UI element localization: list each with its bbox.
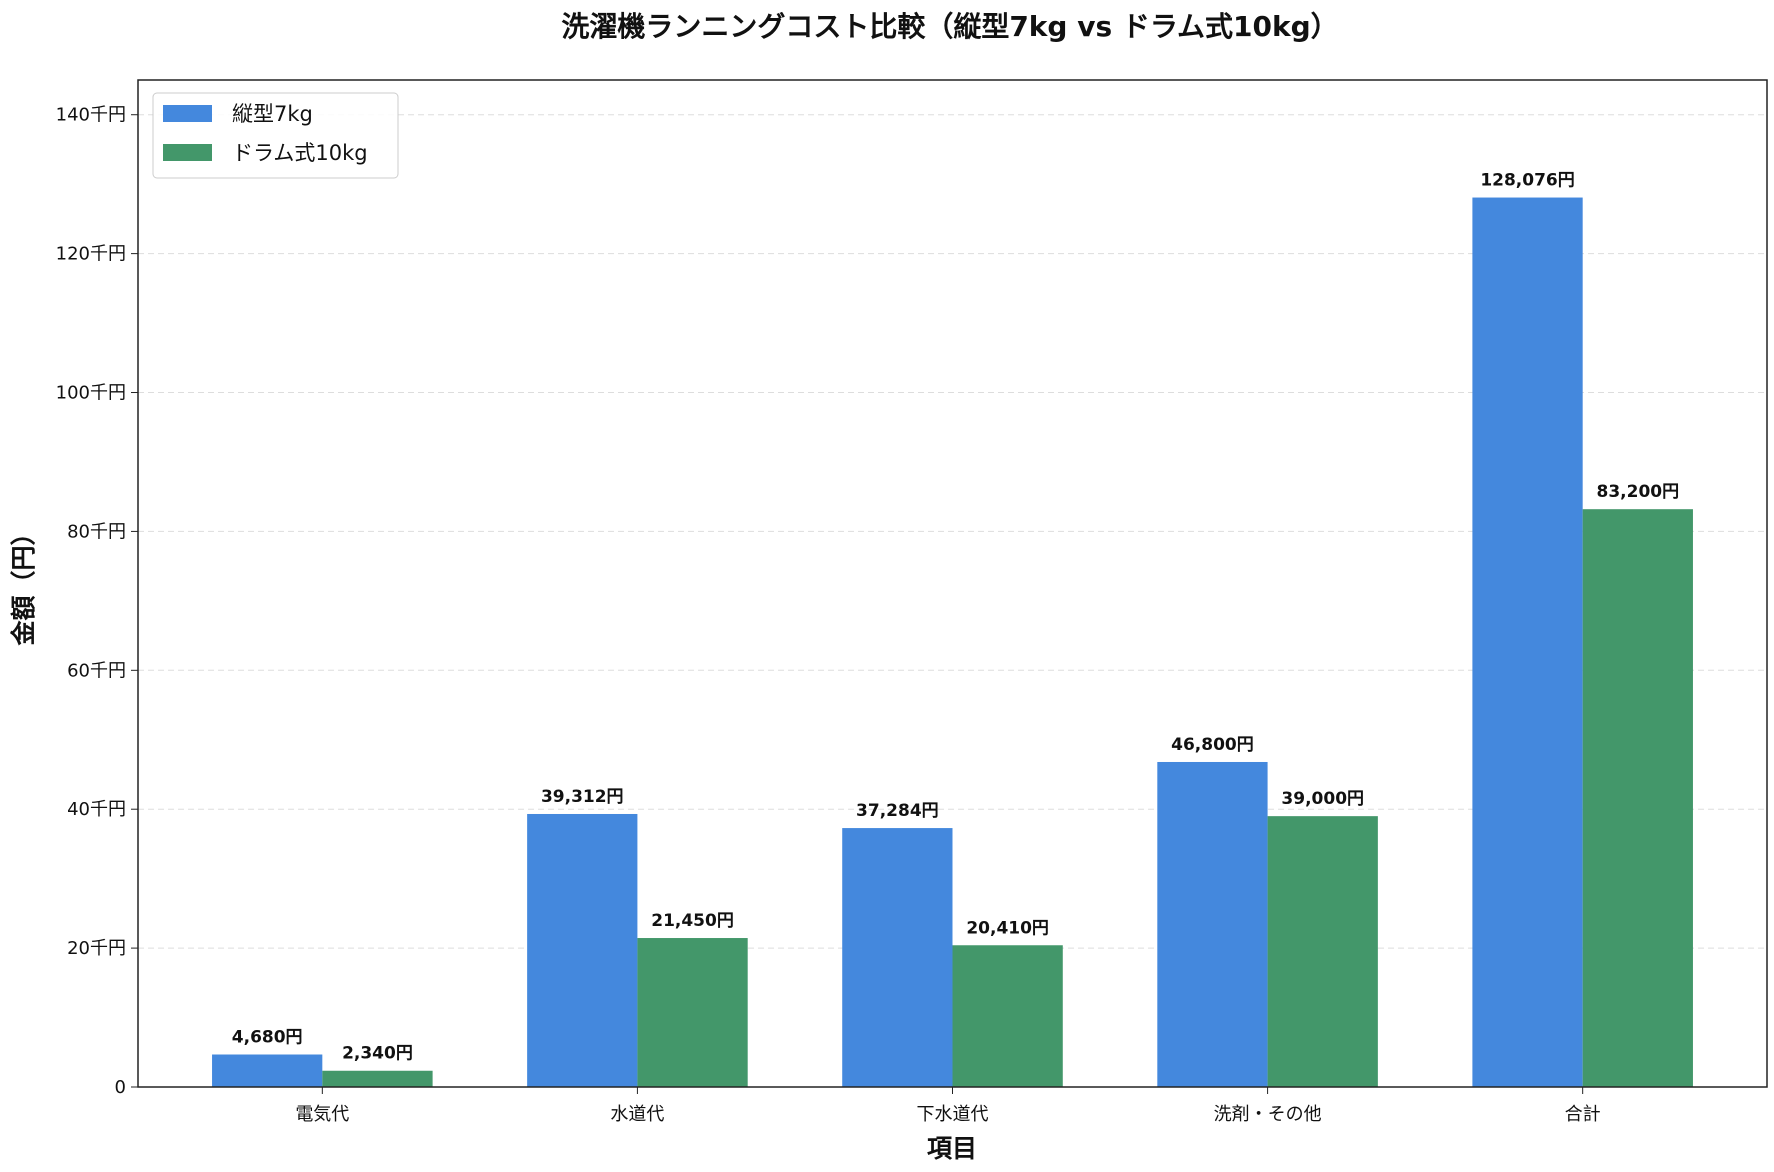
y-tick-label: 60千円 [67, 660, 126, 681]
x-tick-label: 下水道代 [917, 1104, 989, 1125]
data-labels: 4,680円 39,312円 37,284円 46,800円 128,076円 2,340… [232, 171, 1679, 1064]
y-tick-label: 40千円 [67, 799, 126, 820]
bar-vertical-4 [1472, 197, 1583, 1088]
x-tick-label: 電気代 [295, 1104, 349, 1125]
legend-swatch-drum [163, 144, 212, 161]
x-axis-label: 項目 [927, 1134, 977, 1163]
y-tick-label: 140千円 [56, 105, 126, 126]
chart-title: 洗濯機ランニングコスト比較（縦型7kg vs ドラム式10kg） [561, 10, 1338, 43]
x-axis-ticks: 電気代 水道代 下水道代 洗剤・その他 合計 [295, 1087, 1601, 1125]
data-label: 128,076円 [1480, 171, 1574, 191]
data-label: 46,800円 [1171, 735, 1254, 755]
y-tick-label: 120千円 [56, 244, 126, 265]
data-label: 83,200円 [1597, 482, 1680, 502]
data-label: 21,450円 [651, 911, 734, 931]
bar-vertical-3 [1157, 761, 1268, 1087]
bar-drum-4 [1582, 509, 1693, 1088]
legend-label-vertical: 縦型7kg [232, 102, 313, 126]
bar-drum-2 [952, 945, 1063, 1087]
x-tick-label: 合計 [1565, 1104, 1601, 1125]
gridlines [138, 114, 1767, 949]
y-tick-label: 20千円 [67, 938, 126, 959]
y-tick-label: 0 [115, 1077, 126, 1098]
x-tick-label: 洗剤・その他 [1214, 1104, 1322, 1125]
legend-box [152, 92, 399, 179]
x-tick-label: 水道代 [610, 1104, 664, 1125]
y-tick-label: 100千円 [56, 383, 126, 404]
y-axis-ticks: 0 20千円 40千円 60千円 80千円 100千円 120千円 140千円 [56, 105, 138, 1098]
data-label: 4,680円 [232, 1027, 303, 1047]
bar-drum-3 [1267, 816, 1378, 1087]
y-tick-label: 80千円 [67, 521, 126, 542]
data-label: 20,410円 [966, 918, 1049, 938]
bar-vertical-2 [842, 828, 953, 1087]
bar-drum-1 [637, 938, 748, 1087]
data-label: 39,000円 [1281, 789, 1364, 809]
bar-vertical-0 [212, 1054, 323, 1087]
bars [212, 197, 1693, 1088]
legend-label-drum: ドラム式10kg [232, 141, 368, 165]
legend-swatch-vertical [163, 105, 212, 122]
bar-vertical-1 [527, 813, 638, 1087]
bar-drum-0 [322, 1070, 433, 1087]
data-label: 39,312円 [541, 787, 624, 807]
data-label: 37,284円 [856, 801, 939, 821]
legend: 縦型7kg ドラム式10kg [152, 92, 399, 179]
y-axis-label: 金額（円） [9, 520, 38, 646]
data-label: 2,340円 [342, 1044, 413, 1064]
